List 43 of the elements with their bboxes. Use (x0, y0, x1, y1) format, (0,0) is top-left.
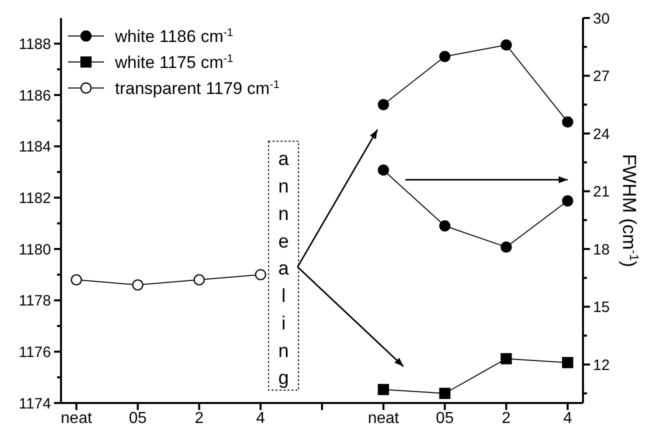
y-tick-label: 1180 (18, 241, 51, 258)
point (378, 384, 390, 396)
y2-tick-label: 12 (593, 356, 610, 374)
y2-tick-label: 27 (593, 68, 610, 85)
legend-label: transparent 1179 cm$^{-1}$ (115, 78, 280, 98)
x-tick-label: 05 (436, 410, 454, 427)
point (378, 99, 390, 110)
x-tick-label: neat (60, 410, 92, 427)
point (378, 164, 390, 176)
y2-tick-label: 18 (593, 241, 610, 258)
legend-label: white 1175 cm$^{-1}$ (114, 52, 234, 72)
point (439, 50, 450, 62)
x-tick-label: 2 (502, 410, 511, 427)
point (500, 241, 512, 253)
point (562, 116, 574, 128)
y2-tick-label: 15 (593, 299, 610, 316)
point (439, 220, 450, 232)
x-tick-label: neat (368, 410, 400, 427)
point (562, 356, 574, 368)
point (194, 274, 205, 286)
y-tick-label: 1188 (18, 36, 51, 53)
y-tick-label: 1184 (18, 138, 51, 156)
text: annealing (278, 149, 289, 390)
point (500, 353, 512, 364)
point (500, 39, 512, 51)
point (132, 279, 144, 291)
y2-tick-label: 30 (593, 10, 610, 28)
y2-tick-label: 21 (593, 184, 610, 200)
point (254, 269, 266, 280)
x-tick-label: 4 (256, 410, 266, 427)
legend-label: white 1186 cm$^{-1}$ (114, 26, 234, 46)
x-tick-label: 4 (563, 410, 572, 427)
y-tick-label: 1174 (18, 395, 51, 412)
point (439, 388, 450, 399)
x-tick-label: 2 (194, 410, 204, 427)
point (70, 274, 82, 286)
y2-tick-label: 24 (593, 126, 610, 143)
point (562, 195, 574, 206)
y-tick-label: 1176 (18, 344, 51, 361)
y-tick-label: 1178 (18, 292, 51, 310)
x-tick-label: 05 (128, 410, 147, 427)
y-tick-label: 1182 (18, 190, 51, 207)
y-tick-label: 1186 (18, 87, 51, 104)
